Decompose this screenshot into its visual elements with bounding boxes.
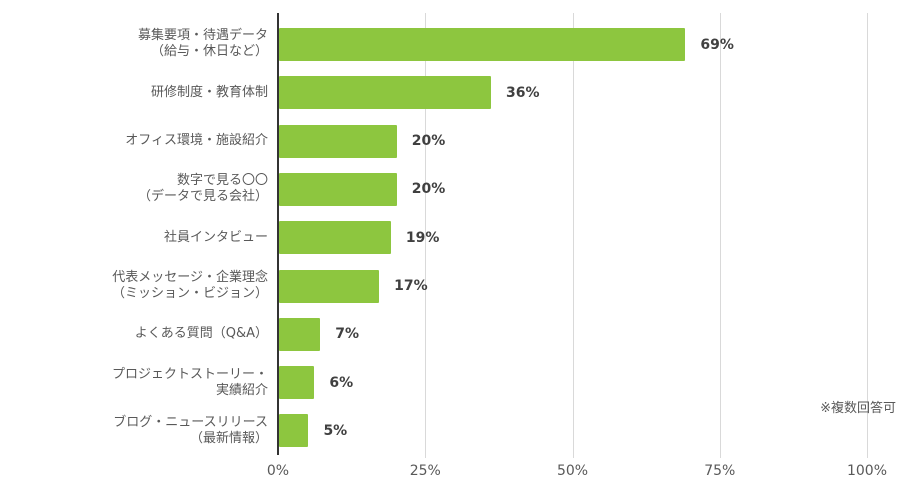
gridline-100 xyxy=(867,13,868,458)
x-tick-label: 100% xyxy=(846,463,888,479)
x-tick-label: 75% xyxy=(704,463,736,479)
bar xyxy=(279,76,492,110)
category-label: 募集要項・待遇データ （給与・休日など） xyxy=(137,28,268,60)
bar xyxy=(279,317,321,351)
value-label: 6% xyxy=(329,374,354,391)
value-label: 5% xyxy=(323,422,348,439)
category-label: 代表メッセージ・企業理念 （ミッション・ビジョン） xyxy=(111,269,268,301)
value-label: 17% xyxy=(394,278,428,294)
value-label: 36% xyxy=(506,84,540,101)
value-label: 19% xyxy=(405,229,440,246)
bar xyxy=(279,269,380,303)
bar xyxy=(279,414,309,448)
category-label: 社員インタビュー xyxy=(163,229,268,245)
gridline-75 xyxy=(719,13,721,458)
x-tick-label: 25% xyxy=(409,463,441,479)
bar xyxy=(279,124,397,158)
value-label: 69% xyxy=(700,36,734,53)
category-label: よくある質問（Q&A） xyxy=(134,326,268,342)
bar xyxy=(279,221,391,255)
category-label: 研修制度・教育体制 xyxy=(150,84,268,100)
bar xyxy=(279,172,397,206)
gridline-25 xyxy=(425,13,427,458)
value-label: 20% xyxy=(411,181,446,198)
value-label: 20% xyxy=(411,133,446,150)
gridline-50 xyxy=(572,13,574,458)
category-label: プロジェクトストーリー・ 実績紹介 xyxy=(111,366,268,398)
bar xyxy=(279,28,686,61)
x-tick-label: 0% xyxy=(266,463,290,479)
bar xyxy=(279,366,315,400)
category-label: オフィス環境・施設紹介 xyxy=(125,133,268,149)
category-label: ブログ・ニュースリリース （最新情報） xyxy=(113,414,268,446)
y-axis-line xyxy=(277,13,279,455)
x-tick-label: 50% xyxy=(556,463,589,479)
value-label: 7% xyxy=(335,326,359,343)
category-label: 数字で見る〇〇 （データで見る会社） xyxy=(137,173,268,205)
multiple-answers-note: ※複数回答可 xyxy=(820,401,896,416)
